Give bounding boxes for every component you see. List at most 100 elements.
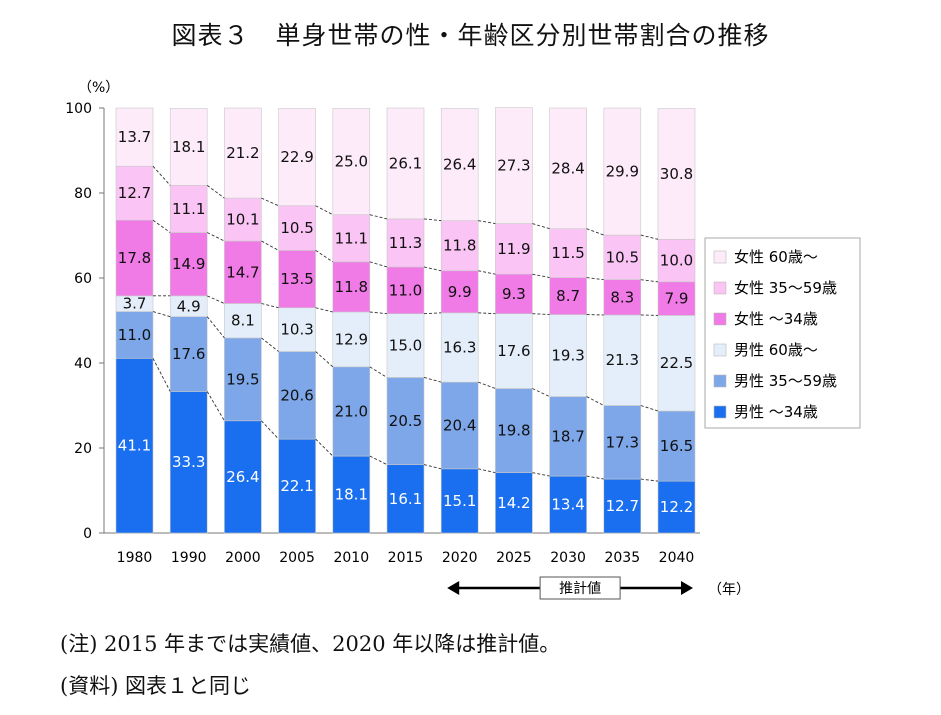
bar-segment [169, 391, 208, 534]
data-label: 9.3 [502, 285, 526, 303]
bar-segment [332, 366, 371, 457]
x-tick-label: 2030 [550, 550, 586, 566]
bar-segment [495, 273, 533, 314]
connector-line [315, 438, 334, 457]
bar-segment [603, 107, 642, 236]
x-tick-label: 2035 [604, 550, 640, 566]
bar-segment [224, 240, 262, 304]
connector-line [206, 391, 225, 422]
bar-segment [332, 455, 371, 534]
bar-segment [440, 381, 479, 470]
bars-layer [115, 107, 696, 534]
bar-segment [549, 475, 587, 534]
bar-segment [332, 108, 371, 215]
data-label: 41.1 [118, 437, 151, 455]
bar-segment [495, 223, 533, 275]
bar-segment [495, 388, 533, 473]
bar-segment [169, 108, 208, 186]
y-axis-label: （%） [78, 80, 119, 96]
data-label: 12.7 [118, 184, 151, 202]
connector-line [152, 311, 171, 318]
labels-layer: 41.1 11.0 3.7 17.8 12.7 13.7 33.3 17.6 4.9 14.9 11… [118, 128, 693, 516]
data-label: 28.4 [551, 159, 584, 177]
connector-line [315, 307, 333, 313]
bar-segment [549, 107, 587, 229]
connector-line [315, 351, 334, 368]
connector-layer [152, 165, 659, 482]
x-tick-label: 2005 [279, 550, 315, 566]
bar-segment [115, 311, 154, 359]
x-axis-unit: （年） [708, 582, 750, 598]
data-label: 11.1 [172, 200, 205, 218]
data-label: 22.9 [280, 148, 313, 166]
data-label: 13.4 [551, 496, 584, 514]
data-label: 19.5 [226, 370, 259, 388]
data-label: 22.1 [280, 477, 313, 495]
data-label: 21.3 [606, 351, 639, 369]
bar-segment [440, 108, 479, 221]
connector-line [586, 228, 604, 236]
legend-swatch [713, 312, 727, 326]
bar-segment [115, 107, 154, 167]
legend-swatch [713, 343, 727, 357]
connector-line [423, 266, 442, 272]
bar-segment [169, 185, 208, 233]
connector-line [369, 261, 388, 268]
data-label: 11.5 [551, 244, 584, 262]
connector-line [261, 303, 279, 309]
bar-segment [278, 351, 316, 440]
data-label: 21.0 [335, 402, 368, 420]
bar-segment [224, 420, 262, 534]
data-label: 14.9 [172, 255, 205, 273]
footnote-source: (資料) 図表１と同じ [60, 674, 252, 698]
data-label: 7.9 [665, 290, 689, 308]
data-label: 20.6 [280, 386, 313, 404]
footnote-estimate: (注) 2015 年までは実績値、2020 年以降は推計値。 [60, 632, 561, 656]
data-label: 13.7 [118, 128, 151, 146]
bar-segment [657, 281, 696, 316]
bar-segment [440, 312, 479, 383]
bar-segment [332, 311, 371, 368]
bar-segment [440, 220, 479, 272]
bar-segment [386, 313, 425, 378]
y-tick-label: 0 [83, 526, 92, 542]
data-label: 13.5 [280, 270, 313, 288]
data-label: 14.2 [497, 494, 530, 512]
y-tick-label: 20 [74, 441, 92, 457]
connector-line [261, 240, 279, 251]
estimate-annotation: 推計値 [447, 576, 693, 600]
data-label: 15.1 [443, 492, 476, 510]
bar-segment [549, 277, 587, 315]
x-tick-label: 2010 [333, 550, 369, 566]
data-label: 14.7 [226, 263, 259, 281]
legend-label: 女性 60歳～ [734, 248, 818, 266]
data-label: 26.4 [226, 468, 259, 486]
bar-segment [603, 314, 642, 406]
data-label: 18.1 [335, 486, 368, 504]
y-tick-label: 80 [74, 186, 92, 202]
data-label: 17.6 [172, 345, 205, 363]
bar-segment [603, 478, 642, 534]
connector-line [315, 205, 334, 216]
data-label: 20.5 [389, 412, 422, 430]
legend-swatch [713, 281, 727, 295]
data-label: 9.9 [448, 283, 472, 301]
y-tick-label: 40 [74, 356, 92, 372]
data-label: 19.8 [497, 422, 530, 440]
data-label: 19.3 [551, 347, 584, 365]
connector-line [207, 232, 225, 242]
connector-line [478, 468, 496, 474]
x-tick-label: 2040 [659, 550, 695, 566]
data-label: 10.5 [606, 248, 639, 266]
estimate-arrow-right-head [681, 581, 693, 595]
data-label: 27.3 [497, 157, 530, 175]
data-label: 30.8 [660, 165, 693, 183]
page-title: 図表３ 単身世帯の性・年齢区分別世帯割合の推移 [171, 21, 770, 50]
connector-line [206, 316, 225, 339]
connector-line [532, 273, 550, 279]
connector-line [152, 165, 171, 186]
data-label: 4.9 [177, 297, 201, 315]
bar-segment [603, 279, 642, 316]
bar-segment [169, 316, 208, 392]
